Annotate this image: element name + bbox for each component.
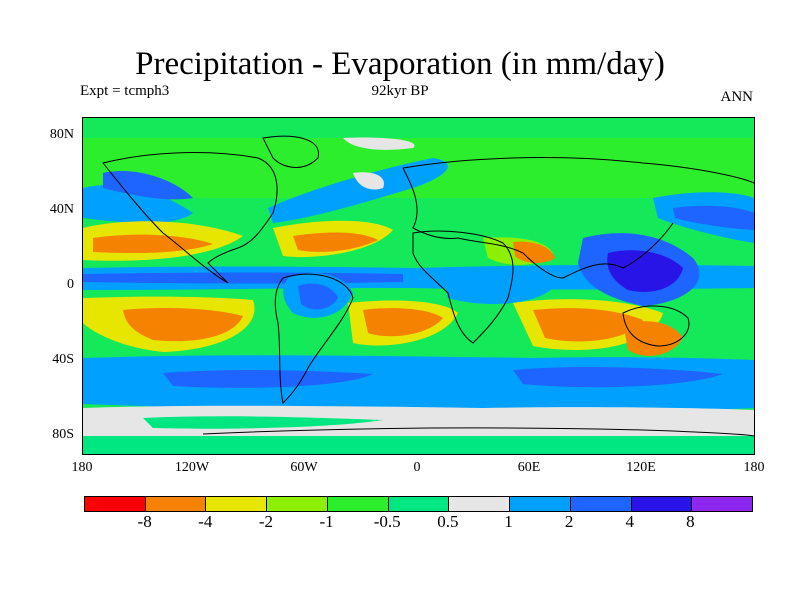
colorbar-swatch: [510, 497, 571, 511]
lon-label-0: 0: [413, 460, 421, 475]
season-label: ANN: [720, 89, 754, 105]
colorbar-swatch: [327, 497, 389, 511]
lat-label-80n: 80N: [49, 127, 74, 142]
colorbar-label: 0.5: [437, 512, 459, 531]
colorbar-label: -0.5: [373, 512, 401, 531]
lat-label-40n: 40N: [49, 202, 74, 217]
lon-label-180e: 180: [743, 460, 765, 475]
colorbar-label: -8: [137, 512, 152, 531]
lon-label-60w: 60W: [290, 460, 318, 475]
period-label: 92kyr BP: [371, 83, 429, 99]
experiment-label: Expt = tcmph3: [80, 83, 170, 99]
lon-label-120w: 120W: [174, 460, 210, 475]
map-title: Precipitation - Evaporation (in mm/day): [135, 46, 665, 82]
colorbar-label: -4: [198, 512, 213, 531]
colorbar-swatch: [388, 497, 450, 511]
colorbar-label: 4: [625, 512, 634, 531]
lat-label-0: 0: [67, 277, 74, 292]
colorbar-label: 8: [686, 512, 695, 531]
colorbar-label: 2: [564, 512, 574, 531]
colorbar-swatch: [267, 497, 328, 511]
colorbar-swatch: [145, 497, 207, 511]
colorbar: [84, 496, 753, 512]
colorbar-swatch: [85, 497, 146, 511]
colorbar-swatch: [206, 497, 268, 511]
lon-label-180w: 180: [71, 460, 93, 475]
lat-label-80s: 80S: [52, 427, 74, 442]
colorbar-swatch: [449, 497, 511, 511]
colorbar-swatch: [570, 497, 632, 511]
lat-label-40s: 40S: [52, 352, 74, 367]
lon-label-120e: 120E: [626, 460, 656, 475]
lon-label-60e: 60E: [517, 460, 541, 475]
colorbar-label: -1: [319, 512, 334, 531]
precip-evap-map: [82, 117, 755, 455]
colorbar-swatch: [631, 497, 693, 511]
colorbar-swatch: [692, 497, 753, 511]
colorbar-label: -2: [258, 512, 273, 531]
colorbar-label: 1: [504, 512, 513, 531]
